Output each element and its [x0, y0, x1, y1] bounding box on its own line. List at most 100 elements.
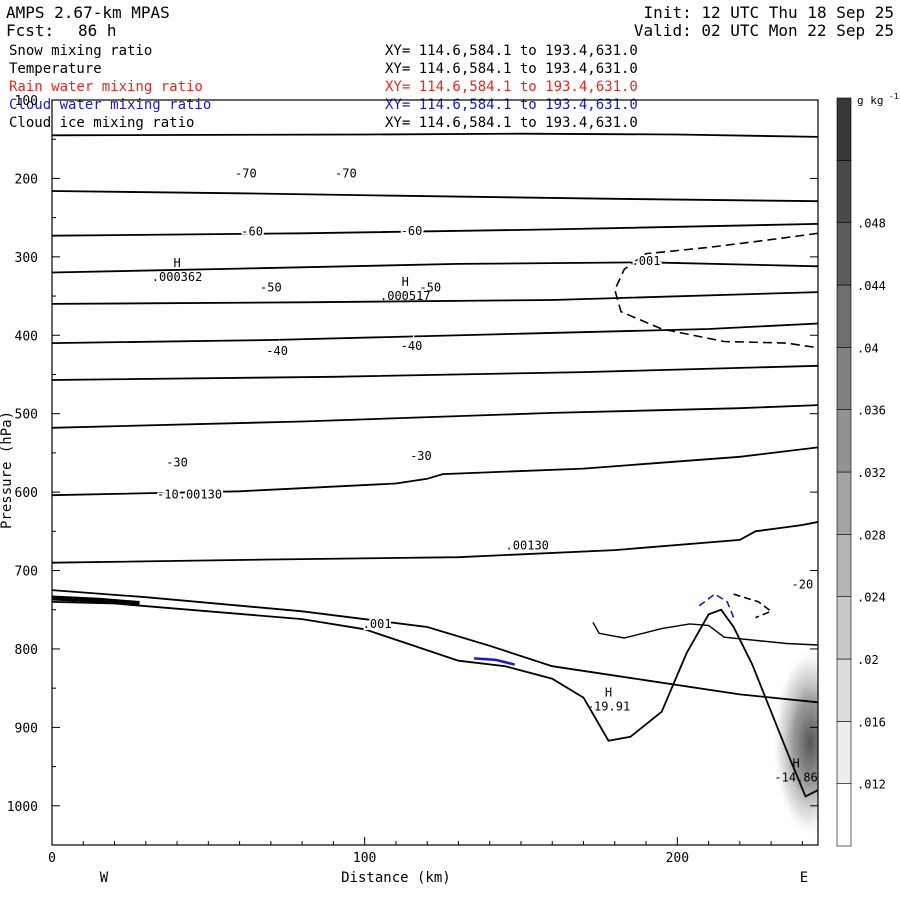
surface-isotherm-bold: [52, 595, 140, 606]
y-tick-label: 900: [15, 721, 38, 736]
temperature-isotherm: [52, 322, 818, 344]
isotherm-label: -70: [235, 167, 257, 181]
extremum-value: -14.86: [774, 770, 817, 784]
isotherm-label: -20: [792, 578, 814, 592]
isotherm-label: -50: [419, 280, 441, 294]
extremum-marker: H: [402, 275, 409, 289]
isotherm-label: -30: [166, 455, 188, 469]
colorbar-level-label: .048: [857, 217, 886, 231]
cloud-water-contour: [698, 593, 735, 618]
isotherm-label: -70: [335, 167, 357, 181]
temperature-isotherm: [52, 190, 818, 203]
colorbar-level-label: .02: [857, 653, 879, 667]
x-tick-label: 200: [666, 851, 689, 866]
y-tick-label: 1000: [7, 800, 38, 815]
colorbar-bin: [836, 783, 852, 847]
colorbar-level-label: .04: [857, 341, 879, 355]
field-name: Rain water mixing ratio: [9, 79, 203, 95]
y-tick-label: 200: [15, 172, 38, 187]
colorbar-unit: g kg: [857, 94, 884, 107]
valid-time: Valid: 02 UTC Mon 22 Sep 25: [633, 21, 894, 40]
forecast-hour: 86 h: [78, 21, 117, 40]
y-tick-label: 500: [15, 408, 38, 423]
cloud-ice-contour: [613, 232, 818, 349]
model-title: AMPS 2.67-km MPAS: [6, 3, 170, 22]
isotherm-label: -40: [266, 344, 288, 358]
contour-value-label: .001: [632, 254, 661, 268]
temperature-isotherm: [52, 446, 818, 497]
y-tick-label: 700: [15, 565, 38, 580]
isotherm-label: -10.00130: [157, 487, 222, 501]
x-axis-label: Distance (km): [341, 870, 451, 886]
isotherm-label: -30: [410, 449, 432, 463]
colorbar-bin: [836, 222, 852, 286]
colorbar-bin: [836, 284, 852, 348]
colorbar-level-label: .036: [857, 404, 886, 418]
colorbar-bin: [836, 596, 852, 660]
temperature-isotherm: [52, 521, 818, 564]
isotherm-label: .00130: [506, 538, 549, 552]
colorbar-bin: [836, 534, 852, 597]
west-end-label: W: [100, 870, 109, 886]
colorbar-bin: [836, 658, 852, 722]
cloud-water-contour: [474, 657, 516, 666]
y-tick-label: 400: [15, 329, 38, 344]
colorbar-level-label: .044: [857, 279, 886, 293]
temperature-isotherm: [52, 291, 818, 305]
colorbar-level-label: .012: [857, 778, 886, 792]
contour-value-label: .001: [363, 617, 392, 631]
colorbar-bin: [836, 160, 852, 223]
extremum-marker: H: [792, 756, 799, 770]
temperature-isotherm: [52, 132, 818, 138]
extremum-value: .000517: [380, 289, 431, 303]
temperature-isotherm: [52, 589, 818, 704]
colorbar-bin: [836, 409, 852, 473]
y-tick-label: 300: [15, 251, 38, 266]
forecast-label: Fcst:: [6, 21, 55, 40]
colorbar-level-label: .016: [857, 715, 886, 729]
extremum-value: -19.91: [587, 700, 630, 714]
field-name: Snow mixing ratio: [9, 43, 153, 59]
cloud-ice-contour: [733, 593, 773, 619]
colorbar-bin: [836, 471, 852, 535]
terrain-profile: [52, 601, 818, 798]
isotherm-label: -40: [401, 339, 423, 353]
extremum-marker: H: [173, 256, 180, 270]
plot-frame: [51, 99, 819, 846]
y-axis-label: Pressure (hPa): [0, 411, 15, 529]
field-name: Cloud ice mixing ratio: [9, 115, 195, 131]
plot-area: [52, 132, 818, 839]
y-tick-label: 100: [15, 94, 38, 109]
field-xy-range: XY= 114.6,584.1 to 193.4,631.0: [385, 43, 638, 59]
temperature-isotherm: [52, 364, 818, 381]
extremum-marker: H: [605, 686, 612, 700]
x-tick-label: 0: [48, 851, 56, 866]
init-time: Init: 12 UTC Thu 18 Sep 25: [643, 3, 894, 22]
temperature-isotherm: [52, 404, 818, 429]
east-end-label: E: [800, 870, 808, 886]
x-tick-label: 100: [353, 851, 376, 866]
y-tick-label: 800: [15, 643, 38, 658]
rain-water-shading: [772, 648, 818, 839]
field-xy-range: XY= 114.6,584.1 to 193.4,631.0: [385, 115, 638, 131]
colorbar-unit-exponent: -1: [889, 92, 899, 101]
temperature-isotherm: [52, 261, 818, 274]
colorbar-level-label: .024: [857, 591, 886, 605]
isotherm-label: -60: [401, 224, 423, 238]
extremum-value: .000362: [152, 270, 203, 284]
field-xy-range: XY= 114.6,584.1 to 193.4,631.0: [385, 79, 638, 95]
colorbar-bin: [836, 347, 852, 410]
field-xy-range: XY= 114.6,584.1 to 193.4,631.0: [385, 97, 638, 113]
colorbar-bin: [836, 97, 852, 161]
isotherm-label: -50: [260, 280, 282, 294]
temperature-isotherm: [52, 223, 818, 237]
field-xy-range: XY= 114.6,584.1 to 193.4,631.0: [385, 61, 638, 77]
isotherm-label: -60: [241, 225, 263, 239]
field-name: Temperature: [9, 61, 102, 77]
colorbar-bin: [836, 721, 852, 784]
y-tick-label: 600: [15, 486, 38, 501]
snow-contour: [592, 621, 818, 646]
field-name: Cloud water mixing ratio: [9, 97, 212, 113]
colorbar-level-label: .028: [857, 528, 886, 542]
